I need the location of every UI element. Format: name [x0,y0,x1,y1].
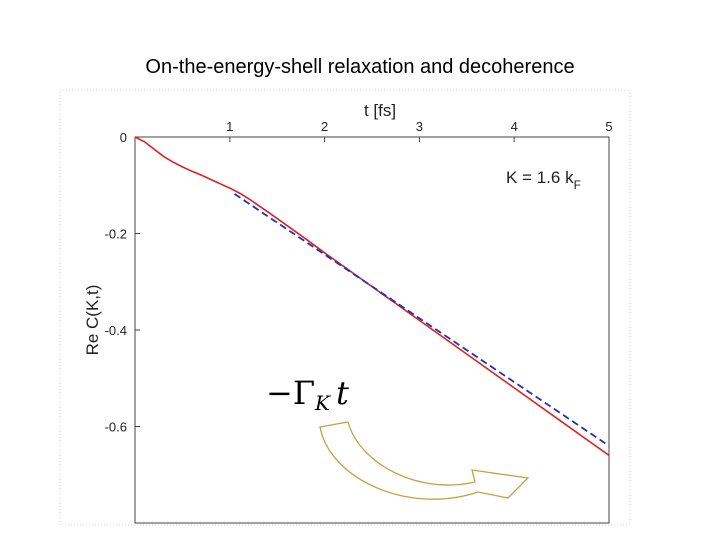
plot-box [134,136,610,524]
curved-arrow-icon [319,421,530,500]
figure-frame [59,89,631,526]
y-axis-label: Re C(K,t) [83,285,102,356]
k-annotation: K = 1.6 kF [506,168,581,192]
formula-annotation: −ΓK t [266,374,349,415]
slide-title: On-the-energy-shell relaxation and decoh… [145,56,575,78]
x-tick-label: 2 [321,119,328,134]
k-annotation-main: K = 1.6 k [506,168,574,187]
k-annotation-subscript: F [574,178,581,192]
x-tick-label: 3 [416,119,423,134]
x-tick-label: 4 [511,119,518,134]
x-tick-label: 1 [226,119,233,134]
y-tick-label: -0.6 [105,420,127,435]
y-tick-label: -0.4 [105,323,127,338]
x-axis-label: t [fs] [364,101,396,120]
y-tick-label: -0.2 [105,227,127,242]
series-line-dashed [233,193,610,447]
series-line-solid [134,136,610,457]
y-tick-label: 0 [120,130,127,145]
x-tick-label: 5 [605,119,612,134]
